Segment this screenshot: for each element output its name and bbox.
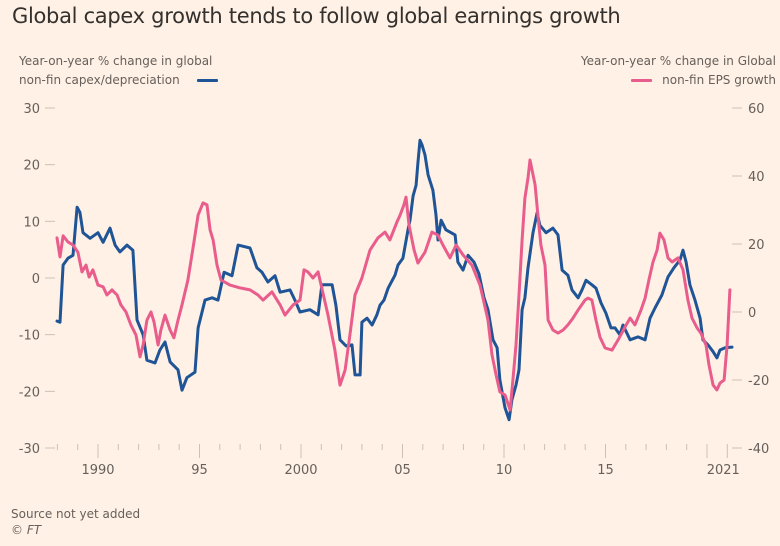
left-axis-tick-label: -10 <box>19 329 40 344</box>
chart-title: Global capex growth tends to follow glob… <box>12 4 621 28</box>
x-axis-tick-label: 05 <box>394 463 411 478</box>
left-axis-tick-label: 30 <box>23 102 40 117</box>
left-axis-tick-label: 0 <box>32 272 40 287</box>
left-axis-tick-label: 20 <box>23 159 40 174</box>
right-axis-tick-label: -20 <box>748 374 769 389</box>
legend-eps-swatch <box>631 79 653 82</box>
axes: 30 20 10 0 -10 -20 -30 60 40 20 0 -20 -40 1990 95 2000 0… <box>19 102 769 478</box>
eps-growth-line <box>55 158 732 412</box>
right-axis-tick-label: -40 <box>748 442 769 457</box>
legend-left-line2: non-fin capex/depreciation <box>19 73 180 87</box>
right-axis-tick-label: 20 <box>748 238 765 253</box>
source-note: Source not yet added <box>11 507 141 521</box>
x-axis-tick-label: 2021 <box>707 463 740 478</box>
right-axis-tick-label: 60 <box>748 102 765 117</box>
copyright: © FT <box>11 523 42 537</box>
left-axis-tick-label: -20 <box>19 385 40 400</box>
series-lines <box>55 138 734 422</box>
x-axis-tick-label: 2000 <box>284 463 317 478</box>
legend-capex-swatch <box>196 79 218 82</box>
right-axis-tick-label: 40 <box>748 170 765 185</box>
legend-right-line1: Year-on-year % change in Global <box>580 54 776 68</box>
left-axis-tick-label: -30 <box>19 442 40 457</box>
x-axis-tick-label: 10 <box>496 463 513 478</box>
x-axis-tick-label: 1990 <box>81 463 114 478</box>
legend-right-line2: non-fin EPS growth <box>662 73 776 87</box>
capex-growth-line <box>55 138 734 422</box>
x-axis-tick-label: 95 <box>191 463 208 478</box>
legend-right: Year-on-year % change in Global non-fin … <box>581 52 776 90</box>
x-axis-tick-label: 15 <box>597 463 614 478</box>
legend-left: Year-on-year % change in global non-fin … <box>19 52 224 90</box>
right-axis-tick-label: 0 <box>748 306 756 321</box>
footer: Source not yet added © FT <box>11 506 140 538</box>
legend-left-line1: Year-on-year % change in global <box>19 54 213 68</box>
left-axis-tick-label: 10 <box>23 215 40 230</box>
